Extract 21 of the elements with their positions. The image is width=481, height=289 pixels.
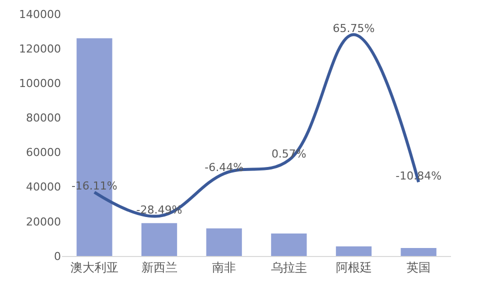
data-label: -6.44% [204,160,244,174]
x-tick-label: 澳大利亚 [70,260,118,274]
bar [336,246,372,256]
y-tick-label: 120000 [19,42,61,56]
y-tick-label: 20000 [26,215,61,228]
y-tick-label: 140000 [19,8,61,21]
y-tick-label: 40000 [26,180,61,194]
x-tick-label: 南非 [212,260,236,274]
y-tick-label: 80000 [26,112,61,125]
bar [271,234,307,256]
y-tick-label: 100000 [19,76,61,90]
data-label: 65.75% [332,22,375,35]
x-tick-label: 乌拉圭 [270,260,307,274]
y-tick-label: 60000 [26,146,61,160]
x-tick-label: 英国 [406,260,431,274]
x-tick-label: 新西兰 [141,260,178,274]
bar [141,223,178,256]
x-tick-label: 阿根廷 [336,260,372,274]
y-tick-label: 0 [54,250,61,263]
bar [206,228,242,256]
bar [400,248,436,256]
